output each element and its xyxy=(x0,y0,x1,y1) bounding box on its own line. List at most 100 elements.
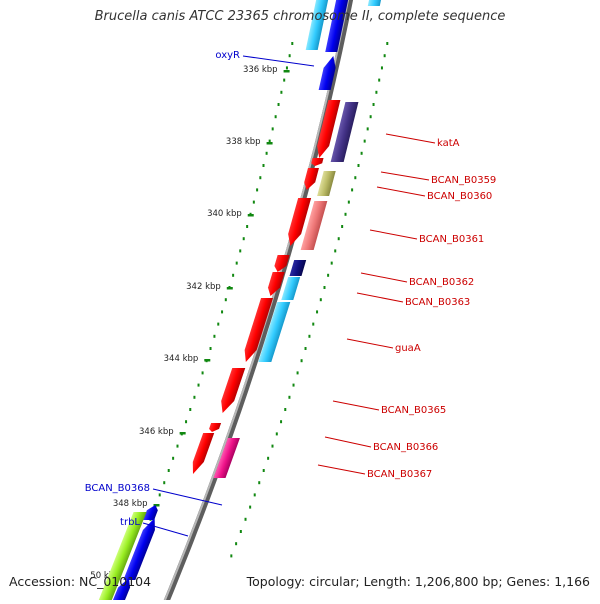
gene-label-leader xyxy=(324,436,372,448)
left-dot xyxy=(242,237,245,241)
right-dot xyxy=(308,334,311,338)
gene-label-leader xyxy=(380,171,430,181)
left-dot xyxy=(232,273,235,277)
right-dot xyxy=(258,481,261,485)
left-dot xyxy=(277,103,280,106)
gene-label: oxyR xyxy=(215,50,240,61)
gene-arrow xyxy=(318,56,336,90)
ruler-tick-label: 50 kbp xyxy=(90,571,119,581)
gene-label-leader xyxy=(376,186,426,197)
gene-label: katA xyxy=(437,138,460,149)
gene-label: BCAN_B0368 xyxy=(85,483,150,494)
left-dot xyxy=(213,334,216,338)
left-dot xyxy=(201,371,204,375)
cog-band xyxy=(300,201,328,250)
right-dot xyxy=(244,517,247,521)
gene-labels-layer: oxyR katA BCAN_B0359 BCAN_B0360 BCAN_B0361 BC… xyxy=(85,50,496,537)
ruler-tick-label: 338 kbp xyxy=(226,137,261,147)
gene-label-leader xyxy=(152,488,223,506)
right-dot xyxy=(292,383,295,387)
right-dot xyxy=(319,298,322,302)
gene-arrow xyxy=(304,168,319,190)
gene-label-leader xyxy=(242,55,315,67)
ruler-tick-label: 336 kbp xyxy=(243,65,278,75)
right-dot xyxy=(354,176,357,180)
gene-label-leader xyxy=(360,272,408,283)
right-dot xyxy=(323,286,326,289)
gene-label-leader xyxy=(346,338,394,349)
left-dot xyxy=(221,310,224,314)
left-dot xyxy=(280,90,283,94)
ruler-ticks-layer: 336 kbp 338 kbp 340 kbp 342 kbp 344 kbp 346 k… xyxy=(90,65,290,581)
gene-label: BCAN_B0362 xyxy=(409,277,474,288)
ruler-tick xyxy=(204,359,211,362)
gene-label-leader xyxy=(317,464,366,475)
right-dot xyxy=(366,127,369,131)
gene-arrow xyxy=(192,433,215,474)
right-dot xyxy=(249,505,252,509)
gene-label-leader xyxy=(356,292,404,303)
left-dot xyxy=(224,298,227,302)
right-dot xyxy=(284,408,287,411)
right-dot xyxy=(275,432,278,436)
right-dot xyxy=(267,456,270,460)
ruler-tick xyxy=(179,432,186,435)
right-dot xyxy=(296,371,299,375)
right-dot xyxy=(351,188,354,192)
left-dot xyxy=(274,115,277,119)
right-dot xyxy=(288,395,291,399)
backbone-line xyxy=(162,0,354,604)
gene-label-leader xyxy=(142,522,189,537)
right-dot xyxy=(386,42,389,45)
right-dot xyxy=(378,78,381,82)
gene-arrow xyxy=(221,368,246,413)
left-dot xyxy=(235,261,238,265)
right-dot xyxy=(235,542,238,546)
left-dot xyxy=(288,54,291,58)
gene-arrow xyxy=(143,505,158,520)
left-dot xyxy=(252,200,255,204)
gene-arrow xyxy=(311,158,324,166)
gene-label: BCAN_B0365 xyxy=(381,405,446,416)
right-dot xyxy=(304,347,307,350)
left-dot xyxy=(158,493,161,497)
right-dot xyxy=(334,249,337,253)
right-dot xyxy=(271,444,274,448)
topology-summary: Topology: circular; Length: 1,206,800 bp… xyxy=(246,574,590,589)
left-dot xyxy=(189,408,192,411)
ruler-tick xyxy=(153,504,160,507)
gene-label: BCAN_B0360 xyxy=(427,191,492,202)
left-dot xyxy=(256,188,259,192)
right-dot xyxy=(280,420,283,424)
left-dot xyxy=(167,469,170,472)
cog-band xyxy=(213,438,240,478)
ruler-tick-label: 340 kbp xyxy=(207,209,242,219)
right-dot xyxy=(253,493,256,497)
gene-arrow xyxy=(325,0,349,52)
gene-arrow xyxy=(110,578,131,604)
cog-band xyxy=(281,277,301,300)
ruler-tick xyxy=(283,70,290,73)
gene-label: guaA xyxy=(395,343,421,354)
left-dot xyxy=(217,322,220,326)
cog-band xyxy=(96,512,147,604)
ruler-tick-label: 346 kbp xyxy=(139,427,174,437)
right-dot xyxy=(312,322,315,326)
right-dot xyxy=(372,103,375,106)
right-dot xyxy=(327,273,330,277)
ruler-tick-label: 344 kbp xyxy=(164,354,199,364)
left-dot xyxy=(271,127,274,131)
cog-band xyxy=(289,260,307,276)
left-dot xyxy=(283,78,286,82)
right-dot xyxy=(375,90,378,94)
left-dot xyxy=(259,176,262,180)
ruler-tick xyxy=(226,287,233,290)
right-dot xyxy=(360,151,363,155)
gene-label: BCAN_B0367 xyxy=(367,469,432,480)
gene-features-layer xyxy=(96,0,382,604)
left-dot xyxy=(176,444,179,448)
gene-label-leader xyxy=(332,400,380,411)
ruler-tick-label: 342 kbp xyxy=(186,282,221,292)
